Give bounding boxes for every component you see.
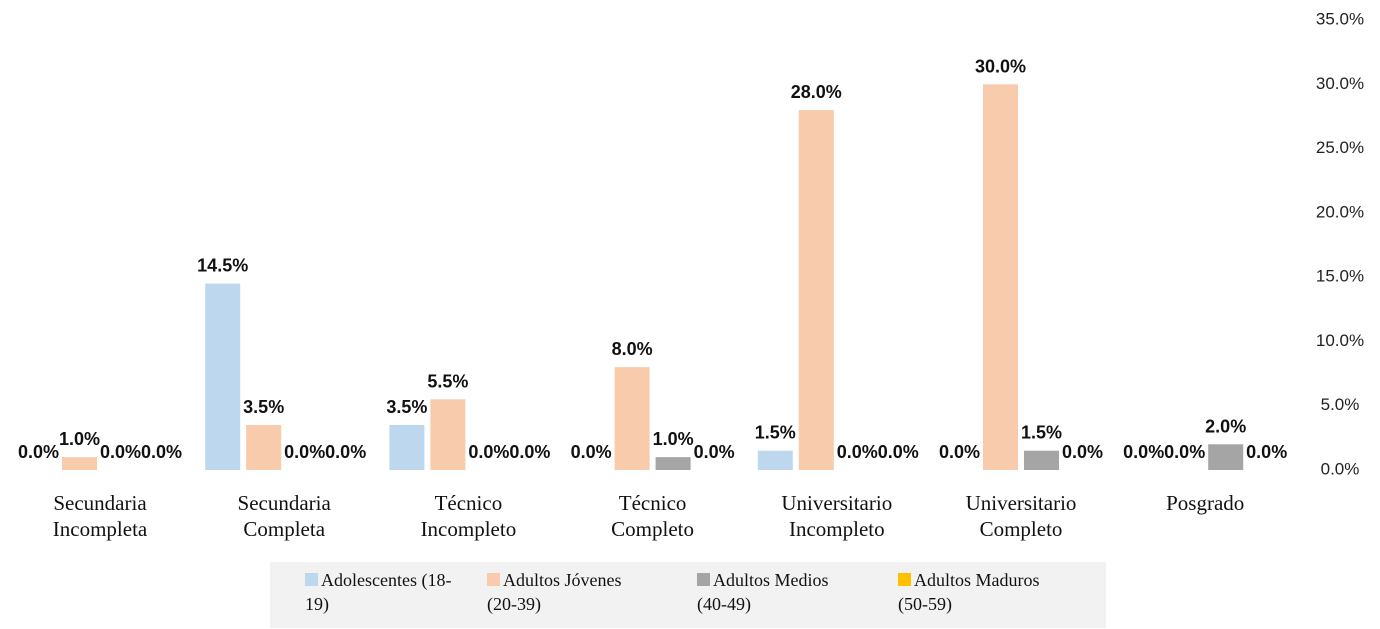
data-label: 0.0% (1164, 442, 1205, 462)
bar (614, 367, 650, 470)
x-tick-label: Universitario Incompleto (781, 491, 893, 541)
legend-label: Adultos Jóvenes (20-39) (487, 570, 622, 614)
data-label: 0.0% (939, 442, 980, 462)
legend-swatch (487, 573, 500, 586)
data-label: 0.0% (100, 442, 141, 462)
legend-swatch (898, 573, 911, 586)
data-label: 0.0% (468, 442, 509, 462)
bar (1024, 450, 1059, 470)
bar (757, 450, 793, 470)
data-label: 0.0% (837, 442, 878, 462)
data-label: 1.5% (755, 423, 796, 443)
data-label: 30.0% (975, 56, 1026, 76)
legend-item: Adultos Medios (40-49) (697, 568, 862, 616)
data-label: 0.0% (1246, 442, 1287, 462)
y-tick-label: 10.0% (1316, 331, 1364, 350)
x-tick-label: Técnico Incompleto (420, 491, 517, 541)
legend-label: Adolescentes (18-19) (305, 570, 452, 614)
legend: Adolescentes (18-19) Adultos Jóvenes (20-… (270, 562, 1106, 628)
data-label: 1.0% (59, 429, 100, 449)
x-tick-label: Secundaria Completa (237, 491, 331, 541)
data-label: 0.0% (1123, 442, 1164, 462)
data-label: 28.0% (791, 82, 842, 102)
data-label: 0.0% (878, 442, 919, 462)
bar (205, 283, 241, 470)
data-label: 1.0% (653, 429, 694, 449)
y-tick-label: 20.0% (1316, 202, 1364, 221)
bar (1208, 444, 1244, 470)
y-tick-label: 30.0% (1316, 74, 1364, 93)
bar (983, 84, 1018, 471)
legend-item: Adultos Jóvenes (20-39) (487, 568, 652, 616)
y-tick-label: 35.0% (1316, 9, 1364, 28)
legend-label: Adultos Medios (40-49) (697, 570, 829, 614)
data-label: 14.5% (197, 256, 248, 276)
bar (389, 425, 425, 470)
data-label: 0.0% (284, 442, 325, 462)
x-tick-label: Universitario Completo (965, 491, 1077, 541)
bar (655, 457, 691, 470)
legend-swatch (697, 573, 710, 586)
x-tick-label: Técnico Completo (611, 491, 695, 541)
bar (430, 399, 466, 470)
y-tick-label: 15.0% (1316, 267, 1364, 286)
y-tick-label: 25.0% (1316, 138, 1364, 157)
x-tick-label: Posgrado (1166, 491, 1245, 515)
legend-label: Adultos Maduros (50-59) (898, 570, 1040, 614)
y-tick-label: 0.0% (1321, 459, 1360, 478)
legend-item: Adolescentes (18-19) (305, 568, 470, 616)
data-label: 0.0% (18, 442, 59, 462)
data-label: 8.0% (612, 339, 653, 359)
data-label: 0.0% (141, 442, 182, 462)
data-label: 0.0% (509, 442, 550, 462)
bar (798, 110, 834, 470)
legend-swatch (305, 573, 318, 586)
x-tick-label: Secundaria Incompleta (52, 491, 148, 541)
data-label: 2.0% (1205, 416, 1246, 436)
data-label: 0.0% (694, 442, 735, 462)
bar (62, 457, 97, 470)
bar (246, 425, 282, 470)
legend-item: Adultos Maduros (50-59) (898, 568, 1063, 616)
data-label: 0.0% (1062, 442, 1103, 462)
data-label: 1.5% (1021, 423, 1062, 443)
data-label: 0.0% (325, 442, 366, 462)
y-tick-label: 5.0% (1321, 395, 1360, 414)
data-label: 3.5% (243, 397, 284, 417)
data-label: 5.5% (427, 371, 468, 391)
data-label: 3.5% (386, 397, 427, 417)
data-label: 0.0% (571, 442, 612, 462)
